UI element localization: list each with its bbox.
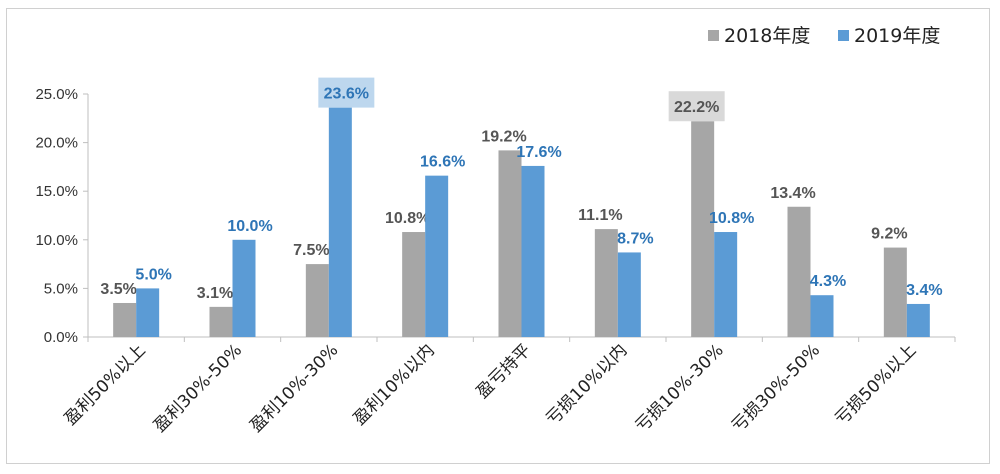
x-category-label: 亏损30%-50%	[728, 340, 824, 436]
legend-swatch	[838, 30, 849, 41]
data-label: 7.5%	[293, 242, 329, 259]
y-tick-label: 15.0%	[35, 183, 78, 200]
bar-series2	[328, 107, 352, 337]
data-label: 9.2%	[871, 226, 907, 243]
x-category-label: 亏损10%以内	[542, 340, 631, 429]
data-label: 10.8%	[385, 210, 430, 227]
data-label: 5.0%	[135, 266, 171, 283]
bar-series1	[498, 150, 522, 337]
data-label: 8.7%	[617, 230, 653, 247]
data-label: 17.6%	[516, 144, 561, 161]
x-category-label: 盈利10%-30%	[246, 340, 342, 436]
bar-series1	[883, 247, 907, 337]
bar-series1	[787, 206, 811, 337]
y-tick-label: 5.0%	[44, 280, 78, 297]
x-category-label: 盈利50%以上	[61, 340, 150, 429]
y-tick-label: 25.0%	[35, 86, 78, 103]
data-label: 11.1%	[578, 207, 622, 224]
data-label-highlight	[318, 77, 375, 108]
bar-series2	[617, 252, 641, 337]
data-label: 4.3%	[810, 273, 846, 290]
bar-series1	[402, 232, 426, 337]
data-label: 19.2%	[481, 128, 526, 145]
data-label-highlight	[668, 91, 725, 122]
legend-label: 2018年度	[724, 25, 810, 47]
bar-series1	[113, 302, 137, 337]
data-label: 22.2%	[674, 99, 719, 116]
data-label: 10.0%	[227, 218, 272, 235]
x-category-label: 盈利10%以内	[350, 340, 439, 429]
data-label: 3.1%	[197, 285, 233, 302]
data-label: 10.8%	[709, 210, 754, 227]
bar-series2	[425, 175, 449, 337]
x-category-label: 盈利30%-50%	[150, 340, 246, 436]
bar-series2	[810, 295, 834, 337]
bar-series2	[521, 165, 545, 337]
data-label: 3.4%	[906, 282, 942, 299]
data-label: 3.5%	[100, 281, 136, 298]
x-category-label: 盈亏持平	[473, 340, 535, 402]
bar-series1	[209, 306, 233, 337]
bar-series1	[691, 121, 715, 337]
bar-series2	[136, 288, 160, 337]
y-tick-label: 20.0%	[35, 135, 78, 152]
bar-series2	[232, 239, 256, 337]
x-category-label: 亏损10%-30%	[632, 340, 728, 436]
chart-frame	[6, 8, 990, 464]
bar-series1	[305, 264, 329, 337]
y-tick-label: 10.0%	[35, 232, 78, 249]
y-tick-label: 0.0%	[44, 329, 78, 346]
legend-swatch	[708, 30, 719, 41]
legend-label: 2019年度	[854, 25, 940, 47]
bar-series2	[906, 303, 930, 337]
data-label: 23.6%	[324, 86, 369, 103]
data-label: 13.4%	[770, 185, 815, 202]
x-category-label: 亏损50%以上	[831, 340, 920, 429]
data-label: 16.6%	[420, 154, 465, 171]
bar-series1	[594, 229, 618, 337]
bar-series2	[714, 232, 738, 337]
